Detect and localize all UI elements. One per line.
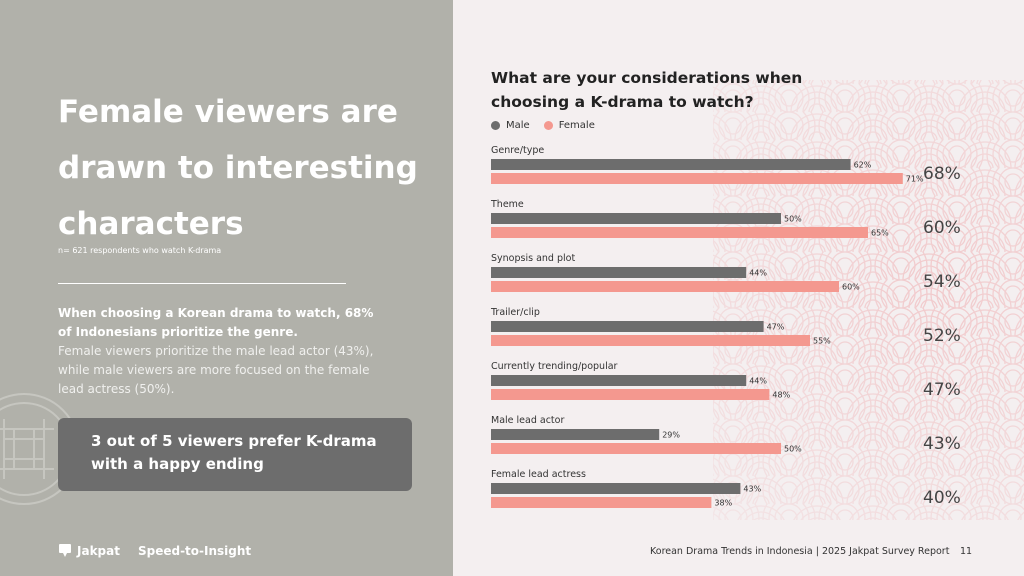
chart-legend: Male Female: [491, 120, 609, 131]
bar-female: [491, 389, 770, 400]
page-number: 11: [960, 546, 973, 557]
legend-swatch-male: [491, 121, 500, 130]
divider: [58, 283, 346, 284]
summary-text: When choosing a Korean drama to watch, 6…: [58, 304, 388, 399]
bar-male: [491, 483, 741, 494]
bar-male: [491, 267, 747, 278]
category-label: Synopsis and plot: [491, 253, 575, 264]
data-label-male: 43%: [743, 485, 761, 494]
total-label: 60%: [923, 218, 961, 238]
brand: Jakpat Speed-to-Insight: [58, 543, 251, 558]
category-label: Male lead actor: [491, 415, 564, 426]
legend-item-male: Male: [491, 120, 530, 131]
bar-female: [491, 497, 712, 508]
brand-tagline: Speed-to-Insight: [137, 543, 252, 558]
bar-male: [491, 321, 764, 332]
legend-swatch-female: [543, 121, 553, 130]
data-label-male: 44%: [749, 269, 767, 278]
headline: Female viewers are drawn to interesting …: [58, 94, 418, 242]
total-label: 54%: [923, 272, 961, 292]
category-label: Genre/type: [491, 145, 544, 156]
bar-female: [491, 335, 810, 346]
data-label-female: 71%: [906, 175, 924, 184]
legend-label-female: Female: [558, 120, 595, 131]
bar-female: [491, 227, 868, 238]
legend-label-male: Male: [506, 120, 530, 131]
chart-title: What are your considerations when choosi…: [491, 69, 803, 111]
left-panel: Female viewers are drawn to interesting …: [0, 0, 453, 576]
bar-chart: Genre/type 62% 71% 68% Theme 50% 65% 60% Synopsi…: [490, 145, 961, 508]
bar-male: [491, 429, 660, 440]
callout-box: 3 out of 5 viewers prefer K-drama with a…: [58, 418, 412, 491]
data-label-male: 62%: [854, 161, 872, 170]
data-label-male: 50%: [784, 215, 802, 224]
bar-male: [491, 375, 747, 386]
bar-male: [491, 159, 851, 170]
category-label: Trailer/clip: [490, 307, 540, 318]
category-label: Theme: [490, 199, 524, 210]
summary-strong: When choosing a Korean drama to watch, 6…: [58, 306, 374, 339]
jakpat-logo-icon: [59, 544, 71, 557]
total-label: 43%: [923, 434, 961, 454]
respondents-note: n= 621 respondents who watch K-drama: [58, 246, 222, 255]
total-label: 40%: [923, 488, 961, 508]
total-label: 52%: [923, 326, 961, 346]
bar-male: [491, 213, 781, 224]
brand-name: Jakpat: [77, 543, 120, 558]
bar-female: [491, 173, 903, 184]
footer-report-title: Korean Drama Trends in Indonesia | 2025 …: [650, 546, 950, 557]
total-label: 68%: [923, 164, 961, 184]
data-label-male: 29%: [662, 431, 680, 440]
total-label: 47%: [923, 380, 961, 400]
data-label-female: 50%: [784, 445, 802, 454]
data-label-male: 47%: [767, 323, 785, 332]
data-label-female: 48%: [772, 391, 790, 400]
data-label-female: 55%: [813, 337, 831, 346]
legend-item-female: Female: [543, 120, 595, 131]
right-panel: What are your considerations when choosi…: [453, 0, 1024, 576]
category-label: Currently trending/popular: [491, 361, 618, 372]
data-label-female: 60%: [842, 283, 860, 292]
data-label-female: 65%: [871, 229, 889, 238]
bar-female: [491, 281, 839, 292]
bar-female: [491, 443, 781, 454]
data-label-female: 38%: [714, 499, 732, 508]
data-label-male: 44%: [749, 377, 767, 386]
category-label: Female lead actress: [491, 469, 586, 480]
summary-body: Female viewers prioritize the male lead …: [58, 344, 374, 396]
